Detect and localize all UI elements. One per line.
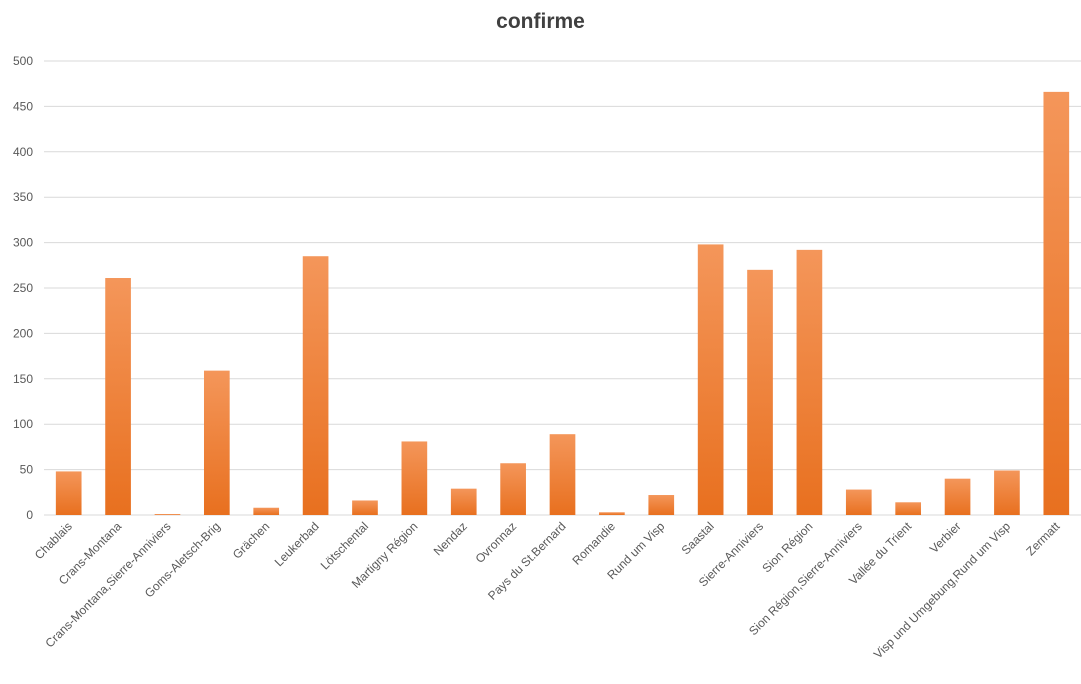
y-tick-label: 50 <box>20 463 34 477</box>
bar-rund-um-visp <box>648 495 675 515</box>
bar-goms-aletsch-brig <box>203 370 230 515</box>
bar-saastal <box>697 244 724 515</box>
y-tick-label: 0 <box>26 508 33 522</box>
bar-chablais <box>55 471 82 515</box>
bar-sion-r-gion-sierre-anniviers <box>845 489 872 515</box>
bar-nendaz <box>450 488 477 515</box>
bar-verbier <box>944 478 971 515</box>
chart-title: confirme <box>496 10 585 33</box>
bar-leukerbad <box>302 256 329 515</box>
bar-vall-e-du-trient <box>895 502 922 515</box>
bar-l-tschental <box>352 500 378 515</box>
x-axis-labels: ChablaisCrans-MontanaCrans-Montana,Sierr… <box>32 519 1063 662</box>
x-category-label: Leukerbad <box>272 519 322 569</box>
bars <box>55 91 1070 515</box>
x-category-label: Romandie <box>569 519 618 568</box>
bar-pays-du-st-bernard <box>549 434 576 515</box>
y-tick-label: 450 <box>13 99 33 113</box>
y-tick-label: 300 <box>13 236 33 250</box>
x-category-label: Lötschental <box>318 519 371 572</box>
x-category-label: Grächen <box>230 519 272 561</box>
y-tick-label: 350 <box>13 190 33 204</box>
bar-crans-montana <box>105 278 131 515</box>
y-tick-label: 150 <box>13 372 33 386</box>
bar-sion-r-gion <box>796 249 823 515</box>
y-tick-label: 100 <box>13 417 33 431</box>
bar-crans-montana-sierre-anniviers <box>154 514 181 515</box>
y-tick-label: 250 <box>13 281 33 295</box>
x-category-label: Chablais <box>32 519 75 562</box>
bar-zermatt <box>1043 91 1070 515</box>
bar-romandie <box>599 512 625 515</box>
y-axis-ticks: 0 50 100 150 200 250 300 350 400 450 500 <box>13 54 33 522</box>
y-tick-label: 500 <box>13 54 33 68</box>
y-tick-label: 200 <box>13 326 33 340</box>
bar-ovronnaz <box>500 463 526 515</box>
x-category-label: Zermatt <box>1023 519 1063 559</box>
x-category-label: Ovronnaz <box>473 519 520 566</box>
bar-visp-und-umgebung-rund-um-visp <box>994 470 1020 515</box>
x-category-label: Saastal <box>679 519 717 557</box>
x-category-label: Nendaz <box>431 519 470 558</box>
y-tick-label: 400 <box>13 145 33 159</box>
bar-sierre-anniviers <box>747 269 773 515</box>
bar-martigny-r-gion <box>401 441 428 515</box>
bar-gr-chen <box>253 507 280 515</box>
x-category-label: Verbier <box>927 519 964 556</box>
